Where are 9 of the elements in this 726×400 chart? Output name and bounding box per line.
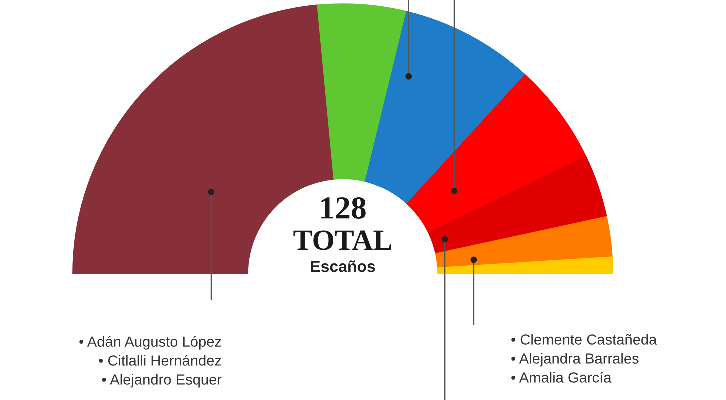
- text: • Clemente Castañeda: [512, 334, 658, 345]
- text: • Citlalli Hernández: [99, 355, 222, 366]
- text: • Alejandra Barrales: [512, 353, 639, 367]
- text: TOTAL: [294, 230, 392, 250]
- text: • Adán Augusto López: [80, 336, 222, 350]
- text: • Alejandro Esquer: [102, 374, 222, 388]
- text: Escaños: [311, 260, 376, 272]
- text: 128: [322, 197, 366, 219]
- text: • Amalia García: [512, 372, 612, 383]
